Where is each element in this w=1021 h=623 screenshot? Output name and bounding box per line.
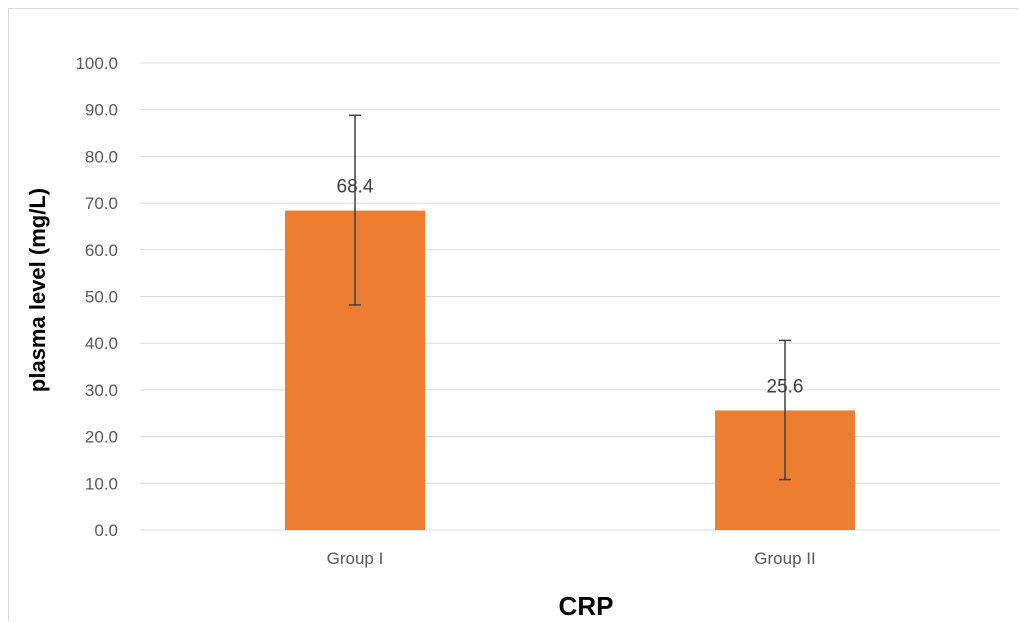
y-tick-label: 0.0 xyxy=(94,521,118,540)
y-tick-label: 30.0 xyxy=(85,381,118,400)
x-tick-label: Group II xyxy=(754,549,815,568)
x-tick-label: Group I xyxy=(327,549,384,568)
y-tick-label: 80.0 xyxy=(85,147,118,166)
y-tick-label: 70.0 xyxy=(85,194,118,213)
y-tick-label: 100.0 xyxy=(75,54,118,73)
gridlines xyxy=(140,62,1000,531)
data-labels: 68.4 25.6 xyxy=(337,177,804,398)
y-tick-label: 10.0 xyxy=(85,474,118,493)
x-axis-tick-labels: Group I Group II xyxy=(327,549,816,568)
x-axis-title: CRP xyxy=(559,591,614,621)
y-tick-label: 20.0 xyxy=(85,428,118,447)
chart-frame xyxy=(8,8,1019,621)
data-label: 68.4 xyxy=(337,177,374,198)
y-tick-label: 60.0 xyxy=(85,241,118,260)
y-tick-label: 40.0 xyxy=(85,334,118,353)
error-bars xyxy=(349,114,791,481)
y-axis-tick-labels: 0.0 10.0 20.0 30.0 40.0 50.0 60.0 70.0 80.0 90.0 1… xyxy=(75,54,118,540)
data-label: 25.6 xyxy=(767,376,804,397)
y-tick-label: 50.0 xyxy=(85,288,118,307)
bars xyxy=(285,210,855,530)
y-axis-title: plasma level (mg/L) xyxy=(25,188,50,392)
y-tick-label: 90.0 xyxy=(85,101,118,120)
